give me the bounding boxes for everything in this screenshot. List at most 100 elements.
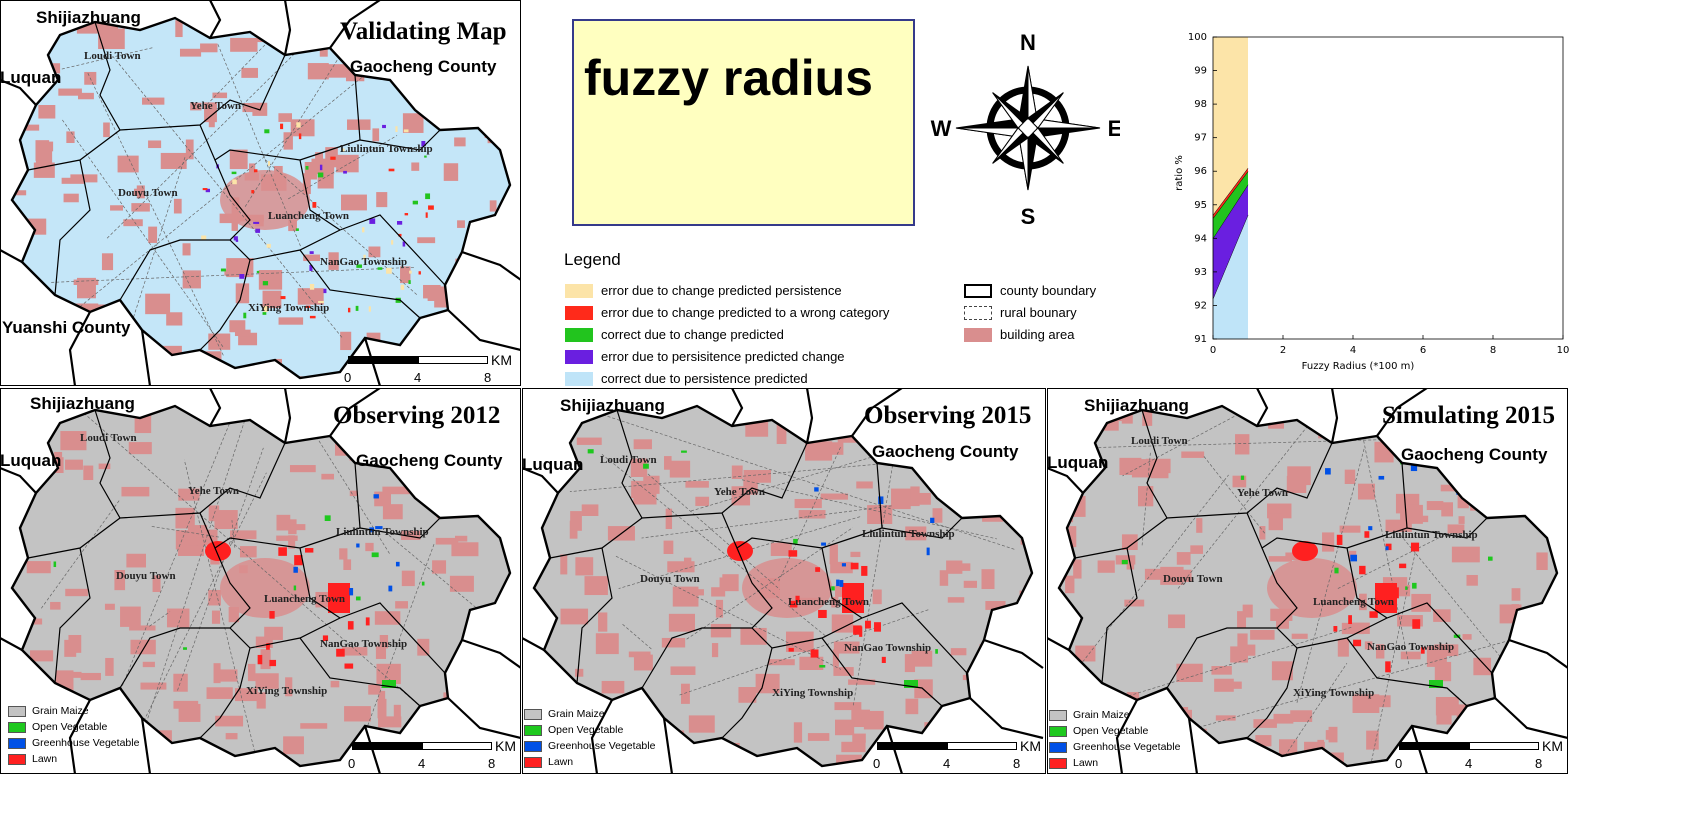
legend-label: Greenhouse Vegetable — [32, 737, 140, 749]
town-label: Luancheng Town — [1313, 596, 1395, 608]
town-label: Douyu Town — [118, 187, 178, 199]
town-label: Liulintun Township — [862, 528, 955, 540]
scale-bar: 0 4 8 KM — [344, 352, 518, 386]
chart-y-axis-label: ratio % — [1174, 155, 1185, 191]
town-label: Loudi Town — [80, 432, 137, 444]
town-label: Liulintun Township — [336, 526, 429, 538]
town-label: Liulintun Township — [340, 143, 433, 155]
legend-swatch — [1049, 726, 1067, 737]
town-label: XiYing Township — [246, 685, 328, 697]
chart-y-tick-label: 100 — [1188, 32, 1207, 43]
legend-label: Open Vegetable — [1073, 725, 1149, 737]
legend-label: Lawn — [1073, 757, 1099, 769]
town-label: Yehe Town — [714, 486, 766, 498]
chart-area-series-1 — [1213, 184, 1248, 299]
chart-y-tick-label: 92 — [1194, 300, 1207, 311]
scale-bar-black — [348, 356, 418, 364]
legend-swatch — [8, 706, 26, 717]
place-label: Luquan — [0, 451, 62, 470]
chart-y-tick-label: 97 — [1194, 133, 1207, 144]
legend-label: Open Vegetable — [548, 724, 624, 736]
scale-tick: 0 — [1395, 756, 1403, 771]
legend-label: Open Vegetable — [32, 721, 108, 733]
scale-tick: 8 — [1535, 756, 1543, 771]
scale-bar-white — [418, 356, 488, 364]
scale-tick: 4 — [943, 756, 951, 771]
chart-area-series-0 — [1213, 214, 1248, 339]
town-label: Douyu Town — [116, 570, 176, 582]
legend-title: Legend — [564, 250, 621, 269]
scale-tick: 0 — [873, 756, 881, 771]
chart-plot-frame — [1212, 36, 1564, 340]
map-drawing — [522, 388, 1044, 774]
place-label: Shijiazhuang — [36, 8, 141, 27]
county-label: Gaocheng County — [872, 442, 1019, 461]
scale-bar: 0 4 8 KM — [1395, 738, 1568, 772]
map-drawing — [0, 388, 521, 774]
scale-tick: 8 — [484, 370, 492, 385]
county-label: Gaocheng County — [1401, 445, 1548, 464]
compass-n-label: N — [1020, 30, 1036, 55]
map-title: Observing 2012 — [333, 402, 501, 429]
scale-tick: 4 — [418, 756, 426, 771]
compass-rose-icon: N S W E — [920, 28, 1123, 238]
scale-bar: 0 4 8 KM — [348, 738, 521, 772]
chart-y-tick-label: 91 — [1194, 334, 1207, 345]
place-label: Yuanshi County — [2, 318, 131, 337]
validating-map-panel: Validating Map Gaocheng County Shijiazhuan… — [0, 0, 521, 386]
town-label: Luancheng Town — [268, 210, 350, 222]
chart-x-tick-label: 8 — [1490, 345, 1496, 356]
fuzzy-radius-chart: 91 92 93 94 95 96 97 98 99 100 0 2 4 6 8 10 Fuzzy Radius… — [1170, 22, 1650, 402]
town-label: Douyu Town — [1163, 573, 1223, 585]
legend-label: Grain Maize — [548, 708, 605, 720]
legend-swatch — [8, 738, 26, 749]
fuzzy-radius-box: fuzzy radius — [572, 19, 915, 226]
compass-w-label: W — [931, 116, 952, 141]
compass-s-label: S — [1021, 204, 1036, 229]
scale-bar-black — [1399, 742, 1469, 750]
scale-unit: KM — [1020, 738, 1041, 754]
town-label: NanGao Township — [1367, 641, 1455, 653]
observing-2012-map-panel: Observing 2012 Gaocheng County Shijiazhuan… — [0, 388, 521, 774]
chart-y-tick-label: 94 — [1194, 233, 1207, 244]
scale-tick: 0 — [348, 756, 356, 771]
map-title: Validating Map — [340, 18, 507, 45]
chart-y-tick-label: 99 — [1194, 66, 1207, 77]
place-label: Luquan — [522, 455, 584, 474]
town-label: XiYing Township — [772, 687, 854, 699]
legend-swatch — [1049, 758, 1067, 769]
town-label: NanGao Township — [320, 638, 408, 650]
map-drawing — [1047, 388, 1568, 774]
town-label: Douyu Town — [640, 573, 700, 585]
simulating-2015-map-panel: Simulating 2015 Gaocheng County Shijiazhua… — [1047, 388, 1568, 774]
legend-swatch — [524, 757, 542, 768]
county-label: Gaocheng County — [350, 57, 497, 76]
chart-x-tick-label: 6 — [1420, 345, 1426, 356]
legend-label: Grain Maize — [32, 705, 89, 717]
fuzzy-radius-label: fuzzy radius — [584, 50, 873, 106]
legend-label: Lawn — [32, 753, 58, 765]
chart-y-tick-label: 98 — [1194, 99, 1207, 110]
town-label: Liulintun Township — [1385, 529, 1478, 541]
town-label: Luancheng Town — [788, 596, 870, 608]
legend-swatch — [8, 722, 26, 733]
town-label: Luancheng Town — [264, 593, 346, 605]
legend-swatch — [1049, 710, 1067, 721]
chart-x-tick-label: 4 — [1350, 345, 1356, 356]
place-label: Shijiazhuang — [30, 394, 135, 413]
compass-e-label: E — [1108, 116, 1120, 141]
legend-label: Greenhouse Vegetable — [548, 740, 656, 752]
county-label: Gaocheng County — [356, 451, 503, 470]
map-title: Observing 2015 — [864, 402, 1032, 429]
scale-tick: 4 — [1465, 756, 1473, 771]
legend-label: Greenhouse Vegetable — [1073, 741, 1181, 753]
scale-unit: KM — [495, 738, 516, 754]
legend-swatch — [524, 709, 542, 720]
chart-x-tick-label: 2 — [1280, 345, 1286, 356]
scale-tick: 0 — [344, 370, 352, 385]
map-drawing — [0, 0, 521, 386]
scale-tick: 4 — [414, 370, 422, 385]
legend-label: Grain Maize — [1073, 709, 1130, 721]
town-label: NanGao Township — [320, 256, 408, 268]
scale-bar-black — [352, 742, 422, 750]
